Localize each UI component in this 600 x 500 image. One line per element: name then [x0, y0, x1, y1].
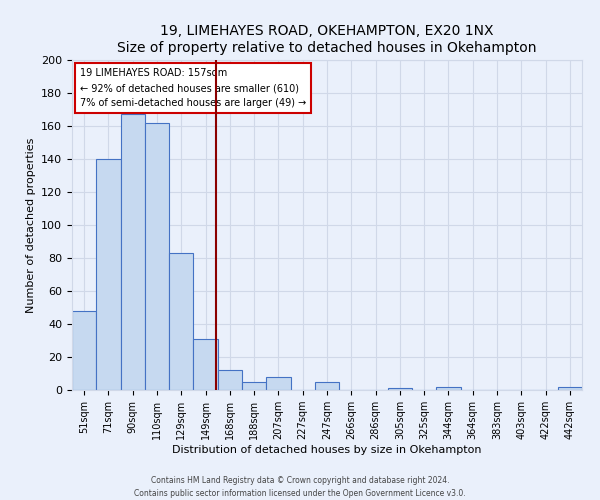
Text: Contains HM Land Registry data © Crown copyright and database right 2024.
Contai: Contains HM Land Registry data © Crown c… [134, 476, 466, 498]
Text: 19 LIMEHAYES ROAD: 157sqm
← 92% of detached houses are smaller (610)
7% of semi-: 19 LIMEHAYES ROAD: 157sqm ← 92% of detac… [80, 68, 306, 108]
Bar [145, 122, 169, 390]
X-axis label: Distribution of detached houses by size in Okehampton: Distribution of detached houses by size … [172, 445, 482, 455]
Bar [218, 370, 242, 390]
Bar [558, 386, 582, 390]
Y-axis label: Number of detached properties: Number of detached properties [26, 138, 35, 312]
Title: 19, LIMEHAYES ROAD, OKEHAMPTON, EX20 1NX
Size of property relative to detached h: 19, LIMEHAYES ROAD, OKEHAMPTON, EX20 1NX… [117, 24, 537, 54]
Bar [266, 377, 290, 390]
Bar [436, 386, 461, 390]
Bar [315, 382, 339, 390]
Bar [242, 382, 266, 390]
Bar [388, 388, 412, 390]
Bar [72, 311, 96, 390]
Bar [121, 114, 145, 390]
Bar [96, 159, 121, 390]
Bar [193, 339, 218, 390]
Bar [169, 253, 193, 390]
